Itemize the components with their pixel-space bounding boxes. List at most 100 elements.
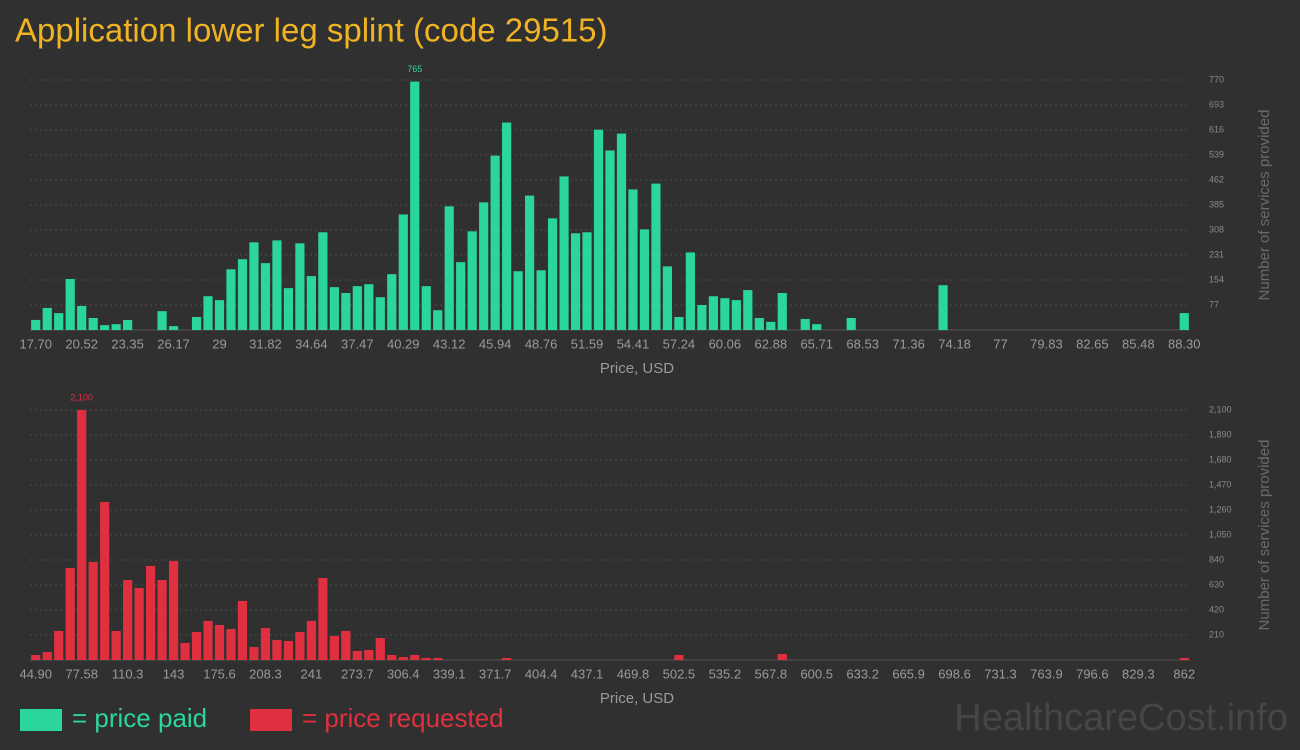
bar xyxy=(628,189,638,330)
bar xyxy=(410,81,420,330)
bar xyxy=(31,655,41,660)
legend-label: = price requested xyxy=(302,703,504,733)
bar xyxy=(146,565,156,660)
x-tick-label: 48.76 xyxy=(525,336,558,351)
x-tick-label: 79.83 xyxy=(1030,336,1063,351)
bar xyxy=(674,655,684,660)
x-tick-label: 665.9 xyxy=(892,666,925,681)
bar xyxy=(754,317,764,330)
x-tick-label: 77 xyxy=(993,336,1007,351)
y-tick-label: 420 xyxy=(1209,604,1224,614)
bar xyxy=(375,297,385,330)
bar xyxy=(743,290,753,330)
x-tick-label: 45.94 xyxy=(479,336,512,351)
bar xyxy=(674,317,684,330)
x-tick-label: 600.5 xyxy=(800,666,833,681)
bar xyxy=(180,642,190,660)
x-tick-label: 502.5 xyxy=(663,666,696,681)
bar xyxy=(65,279,75,330)
bar xyxy=(88,317,98,330)
bar xyxy=(536,270,546,330)
bar xyxy=(812,324,822,330)
bar xyxy=(593,129,604,330)
bar xyxy=(513,271,523,330)
x-tick-label: 44.90 xyxy=(19,666,52,681)
bar xyxy=(123,319,133,330)
y-tick-label: 2,100 xyxy=(1209,404,1232,414)
bar xyxy=(387,655,397,660)
y-tick-label: 840 xyxy=(1209,554,1224,564)
x-tick-label: 306.4 xyxy=(387,666,420,681)
x-tick-label: 82.65 xyxy=(1076,336,1109,351)
x-tick-label: 20.52 xyxy=(65,336,98,351)
bar xyxy=(547,218,558,330)
bar xyxy=(421,286,431,330)
y-tick-label: 231 xyxy=(1209,249,1224,259)
bar xyxy=(42,307,52,330)
bar xyxy=(306,620,316,660)
bar xyxy=(662,266,673,330)
bar xyxy=(352,650,362,660)
x-tick-label: 88.30 xyxy=(1168,336,1201,351)
value-label: 765 xyxy=(407,64,422,74)
x-tick-label: 862 xyxy=(1173,666,1195,681)
bar xyxy=(364,284,374,330)
y-tick-label: 630 xyxy=(1209,579,1224,589)
bar xyxy=(191,632,202,660)
bar xyxy=(639,229,650,330)
bar xyxy=(77,305,87,330)
bar xyxy=(502,122,512,330)
bar xyxy=(375,637,385,660)
y-tick-label: 462 xyxy=(1209,174,1224,184)
x-tick-label: 26.17 xyxy=(157,336,190,351)
bar xyxy=(490,155,500,330)
bar xyxy=(421,657,431,660)
bar xyxy=(272,240,282,330)
bar xyxy=(237,259,248,330)
y-tick-label: 770 xyxy=(1209,74,1224,84)
bar xyxy=(214,625,225,660)
bar xyxy=(226,629,236,660)
bar xyxy=(283,640,294,660)
x-tick-label: 567.8 xyxy=(755,666,788,681)
bar xyxy=(341,292,351,330)
x-tick-label: 535.2 xyxy=(709,666,742,681)
x-tick-label: 208.3 xyxy=(249,666,282,681)
x-tick-label: 31.82 xyxy=(249,336,282,351)
bar xyxy=(846,317,856,330)
value-label: 2,100 xyxy=(70,392,93,402)
x-tick-label: 273.7 xyxy=(341,666,374,681)
bar xyxy=(352,286,362,330)
y-tick-label: 539 xyxy=(1209,149,1224,159)
bar xyxy=(444,206,454,330)
legend-label: = price paid xyxy=(72,703,207,733)
bar xyxy=(157,580,167,660)
y-tick-label: 308 xyxy=(1209,224,1224,234)
x-tick-label: 829.3 xyxy=(1122,666,1155,681)
x-tick-label: 51.59 xyxy=(571,336,604,351)
bar xyxy=(467,231,477,330)
x-axis-label: Price, USD xyxy=(600,360,674,377)
y-tick-label: 1,260 xyxy=(1209,504,1232,514)
y-tick-label: 154 xyxy=(1209,274,1224,284)
bar xyxy=(777,292,787,330)
bar xyxy=(616,133,627,330)
x-axis-label: Price, USD xyxy=(600,690,674,707)
y-tick-label: 1,050 xyxy=(1209,529,1232,539)
x-tick-label: 437.1 xyxy=(571,666,604,681)
x-tick-label: 175.6 xyxy=(203,666,236,681)
bar xyxy=(100,502,110,660)
bar xyxy=(708,296,718,330)
bar xyxy=(283,288,294,330)
bar xyxy=(100,325,110,330)
x-tick-label: 404.4 xyxy=(525,666,558,681)
bar xyxy=(249,647,259,660)
x-tick-label: 54.41 xyxy=(617,336,650,351)
bar xyxy=(42,652,52,660)
bar xyxy=(168,560,179,660)
bar xyxy=(318,232,328,330)
x-tick-label: 339.1 xyxy=(433,666,466,681)
bar xyxy=(65,567,75,660)
bar xyxy=(295,243,305,330)
